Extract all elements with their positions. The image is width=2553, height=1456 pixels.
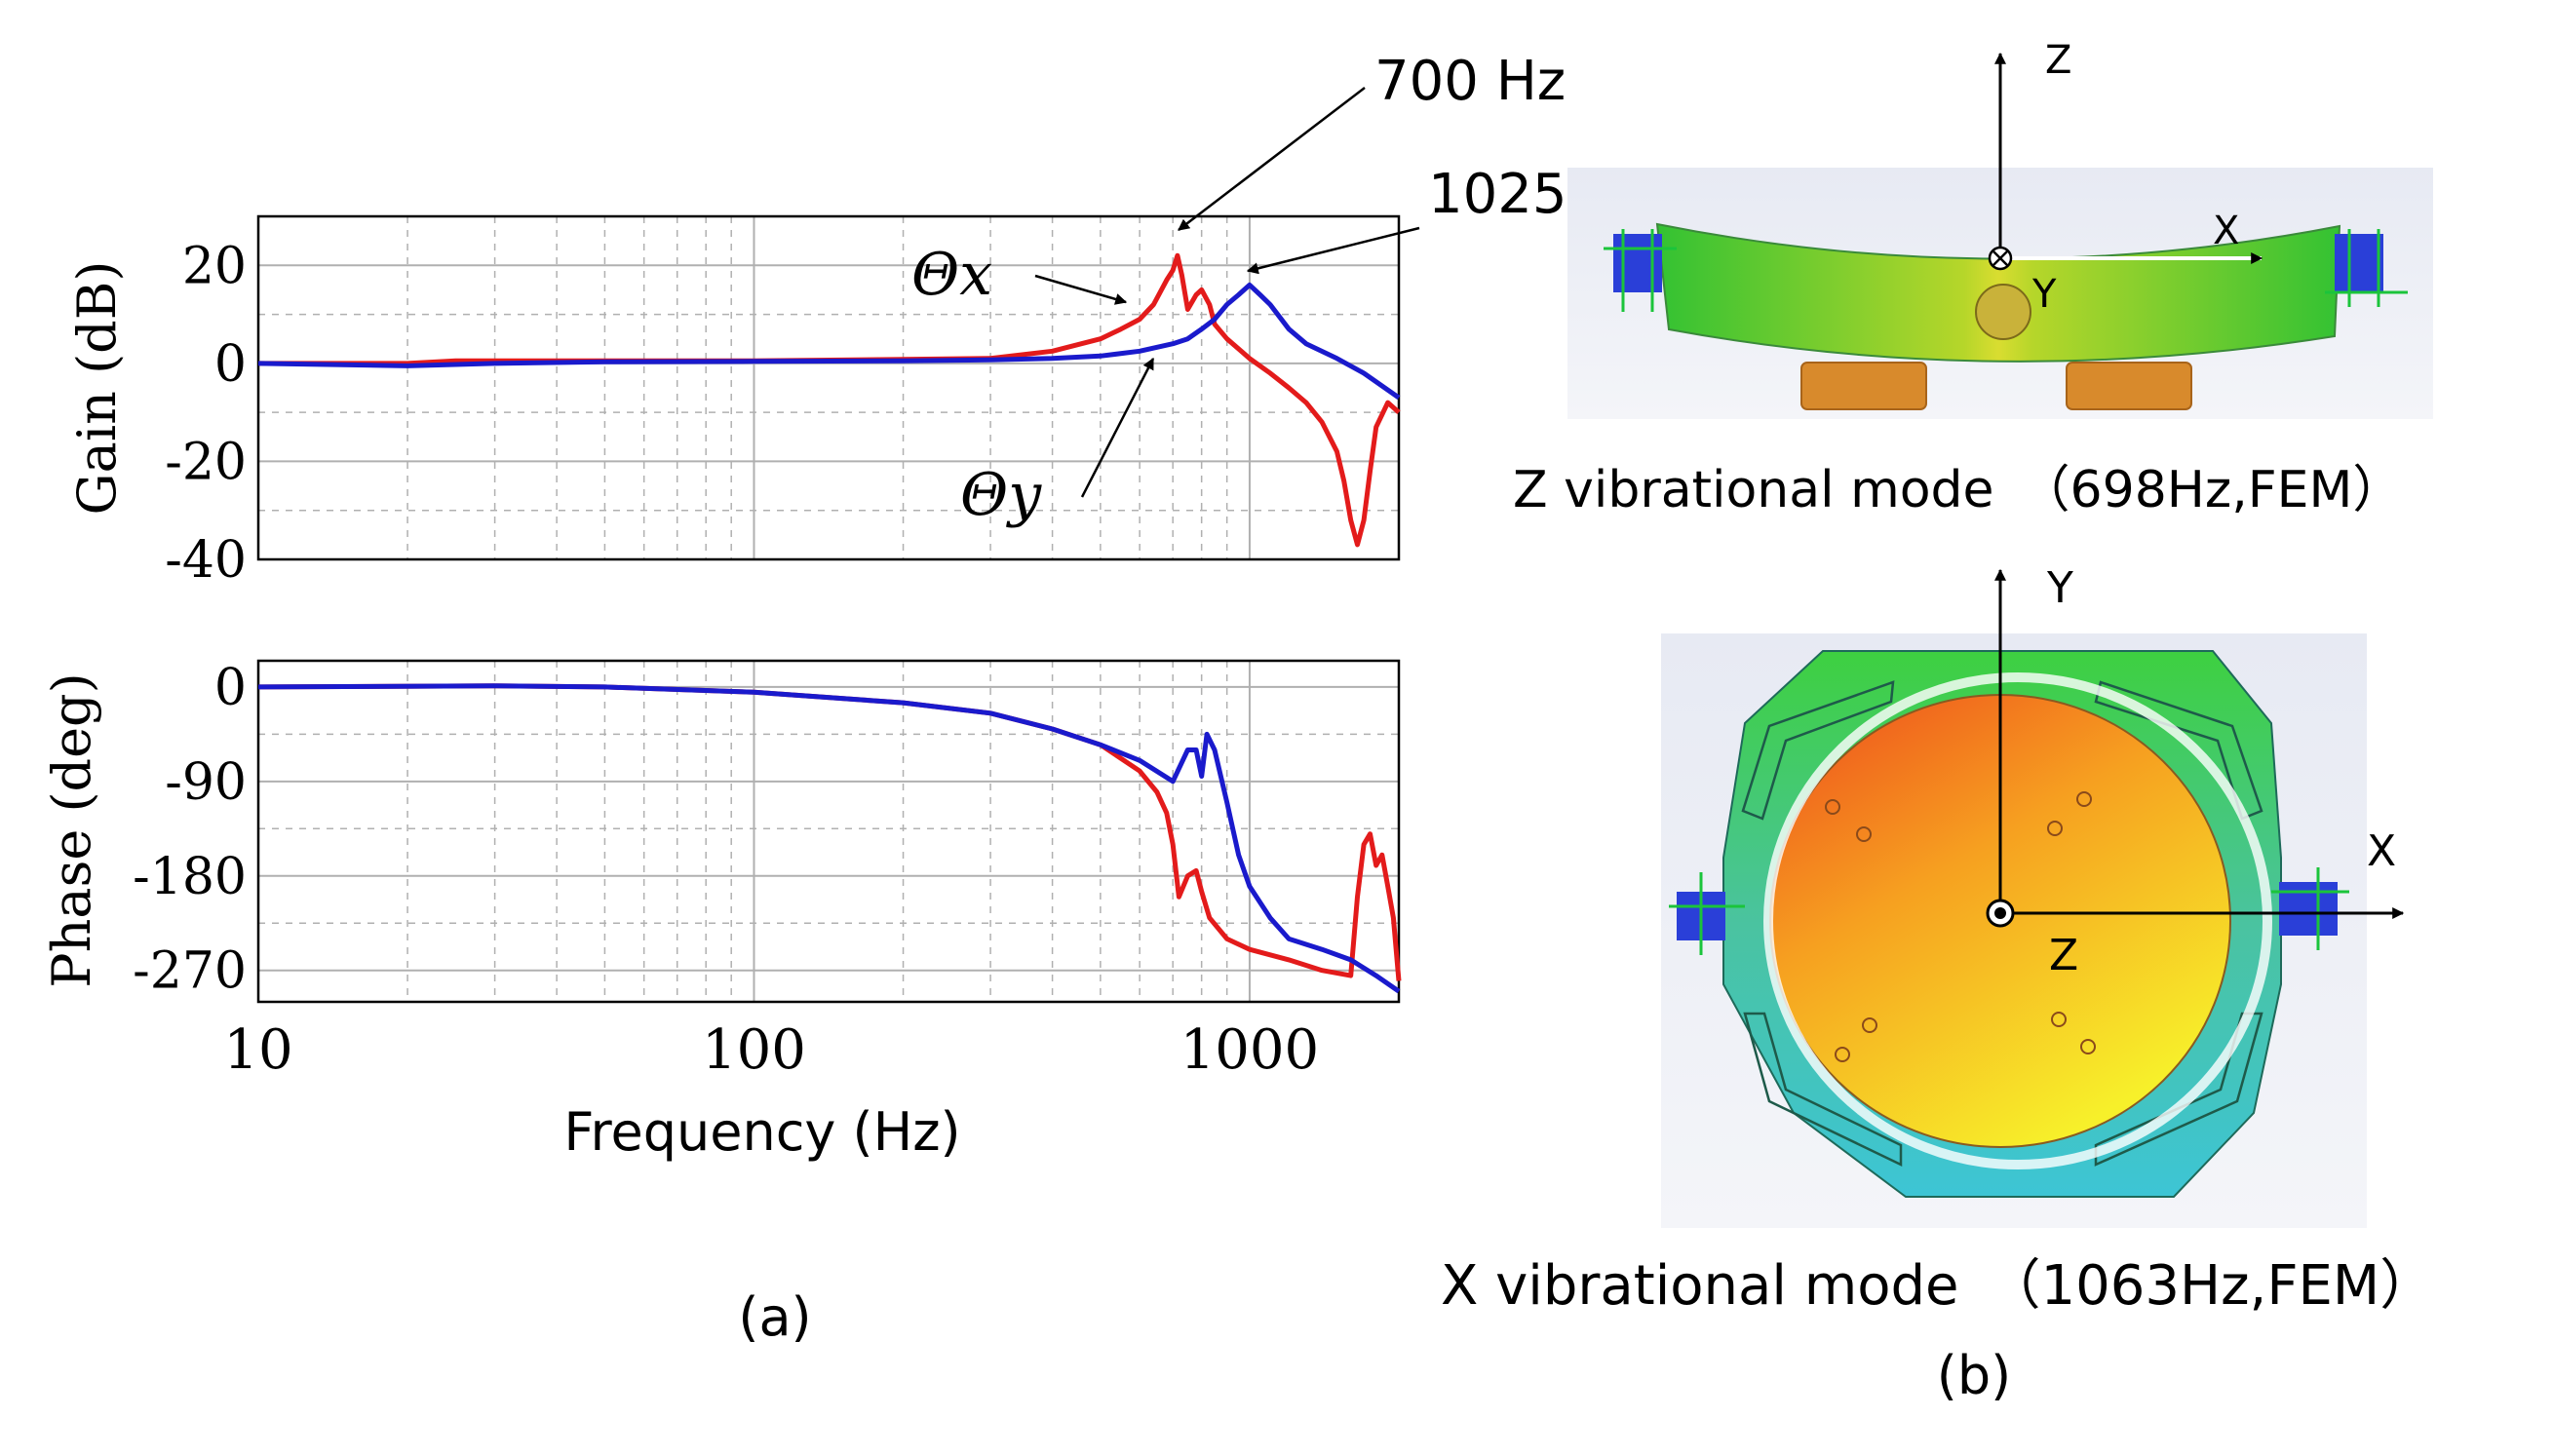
panel-b-label: (b)	[1937, 1345, 2011, 1406]
series-line-theta-y	[257, 282, 1401, 401]
series-line-theta-x	[257, 683, 1402, 981]
y-tick-label: -180	[133, 848, 247, 906]
fem-top-y-label: Y	[2031, 272, 2057, 317]
fem-top-z-label: Z	[2045, 38, 2071, 83]
annotation-theta-x-arrow	[1034, 274, 1128, 305]
fem-top-constraint-arrows-left	[1604, 229, 1677, 312]
fem-top-foot-left	[1800, 362, 1927, 410]
y-tick-label: 0	[214, 335, 247, 394]
gain-series	[257, 252, 1401, 548]
fem-top-x-label: X	[2213, 209, 2239, 253]
fem-x-mode-view: Y X Z X vibrational mode （1063Hz,FEM）	[1441, 563, 2434, 1318]
phase-grid	[258, 661, 1399, 1002]
x-axis-label: Frequency (Hz)	[563, 1101, 960, 1163]
fem-bottom-constraint-arrows	[1669, 867, 2349, 955]
fem-top-constraint-arrows-right	[2325, 229, 2408, 307]
fem-bottom-caption: X vibrational mode （1063Hz,FEM）	[1441, 1254, 2434, 1318]
annotation-700hz: 700 Hz	[1374, 50, 1566, 113]
fem-z-mode-view: Z X Y Z vibrational mode （698Hz,FEM）	[1513, 38, 2433, 519]
x-tick-label: 100	[702, 1018, 806, 1082]
phase-plot-frame	[256, 659, 1401, 1004]
fem-bottom-slot-bottom-left	[1743, 1012, 1903, 1167]
gain-plot-frame	[256, 214, 1401, 561]
phase-y-tick-labels: 0 -90 -180 -270	[133, 659, 247, 1001]
fem-bottom-slot-top-left	[1741, 680, 1895, 821]
y-tick-label: 20	[182, 237, 247, 295]
y-tick-label: -40	[165, 531, 247, 590]
fem-bottom-z-axis-dot	[1994, 907, 2006, 919]
fem-bottom-clamp-right	[2279, 882, 2338, 936]
annotation-1025hz-arrow	[1246, 226, 1420, 275]
annotation-700hz-arrow	[1178, 87, 1366, 231]
fem-top-foot-right	[2066, 362, 2192, 410]
annotation-theta-y-arrow	[1080, 357, 1155, 498]
fem-top-y-axis-cross	[1992, 249, 2009, 267]
fem-bottom-y-label: Y	[2046, 563, 2073, 613]
fem-bottom-slot-bottom-right	[2094, 1012, 2263, 1167]
fem-top-center-emblem	[1975, 284, 2031, 340]
annotation-theta-y: Θy	[960, 461, 1042, 529]
fem-bottom-gap	[1763, 672, 2272, 1169]
phase-plot: 0 -90 -180 -270 10 100 1000 Phase (deg) Frequ…	[41, 659, 1402, 1163]
gain-plot: 200-20-40 Gain (dB) 700 Hz 1025 Hz Θx Θy	[66, 50, 1654, 590]
y-tick-label: -270	[133, 942, 247, 1001]
y-tick-label: -20	[165, 433, 247, 491]
panel-a-label: (a)	[738, 1286, 811, 1348]
fem-bottom-x-label: X	[2367, 826, 2396, 876]
annotation-theta-x: Θx	[911, 241, 992, 309]
gain-y-axis-label: Gain (dB)	[66, 261, 128, 516]
fem-bottom-holes	[1825, 791, 2096, 1062]
y-tick-label: 0	[214, 659, 247, 717]
series-line-theta-y	[257, 683, 1401, 994]
fem-bottom-z-label: Z	[2049, 931, 2078, 980]
y-tick-label: -90	[165, 753, 247, 812]
gain-y-tick-labels: 20 0 -20 -40	[165, 237, 247, 590]
gain-grid	[258, 216, 1399, 559]
fem-top-clamp-left	[1613, 234, 1662, 292]
phase-y-axis-label: Phase (deg)	[41, 672, 102, 987]
fem-top-caption: Z vibrational mode （698Hz,FEM）	[1513, 461, 2403, 519]
series-line-theta-x	[258, 252, 1401, 548]
x-tick-label: 10	[223, 1018, 292, 1082]
fem-top-clamp-right	[2335, 234, 2383, 292]
x-tick-label: 1000	[1180, 1018, 1320, 1082]
phase-x-tick-labels: 10 100 1000	[223, 1018, 1319, 1082]
phase-series	[257, 683, 1402, 994]
